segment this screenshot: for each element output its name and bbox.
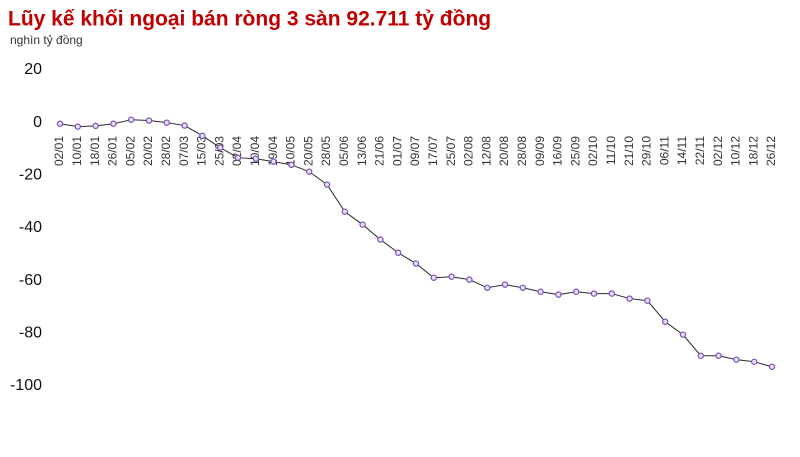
point [110,120,117,127]
point [430,274,437,281]
point [733,356,740,363]
y-tick-label: -100 [10,377,42,394]
point [466,276,473,283]
point [662,318,669,325]
x-tick-label: 10/12 [729,136,743,166]
point [697,352,705,359]
point [679,331,687,338]
x-tick-label: 18/01 [88,136,102,166]
x-tick-label: 26/01 [106,136,120,166]
point [644,297,651,304]
chart-subtitle: nghìn tỷ đồng [10,33,83,47]
point [608,290,616,297]
point [306,168,313,175]
x-tick-label: 19/04 [266,136,280,166]
point [501,281,509,288]
point [484,284,491,291]
x-tick-label: 09/09 [533,136,547,166]
x-tick-label: 10/01 [70,136,84,166]
x-tick-label: 17/07 [426,136,440,166]
x-tick-label: 25/03 [212,136,226,166]
x-tick-label: 22/11 [693,136,707,165]
point [395,249,402,256]
point [181,122,188,129]
x-tick-label: 02/12 [711,136,725,166]
x-tick-label: 26/12 [764,136,778,166]
x-tick-label: 02/10 [586,136,600,166]
point [216,144,224,151]
chart-title: Lũy kế khối ngoại bán ròng 3 sàn 92.711 … [8,8,491,31]
x-tick-label: 20/02 [141,136,155,166]
x-tick-label: 21/10 [622,136,636,166]
point [199,132,206,140]
point [519,284,527,291]
x-tick-label: 25/07 [444,136,458,166]
point [555,291,562,298]
x-tick-label: 16/09 [551,136,565,166]
x-tick-label: 28/02 [159,136,173,166]
point [323,181,331,188]
x-tick-label: 20/05 [301,136,315,166]
point [768,363,776,370]
point [74,123,82,130]
x-tick-label: 02/08 [462,136,476,166]
x-tick-label: 13/06 [355,136,369,166]
x-tick-label: 07/03 [177,136,191,166]
y-tick-label: -20 [19,167,42,184]
point [252,155,259,162]
point [288,161,295,168]
x-tick-label: 21/06 [373,136,387,166]
x-tick-label: 11/10 [604,136,618,165]
x-tick-label: 05/02 [123,136,137,166]
x-tick-label: 28/08 [515,136,529,166]
y-tick-label: -40 [19,219,42,236]
point [537,288,544,295]
y-tick-label: 20 [24,61,42,78]
y-tick-label: -80 [19,325,42,342]
x-tick-label: 28/05 [319,136,333,166]
point [234,154,242,161]
x-tick-label: 05/06 [337,136,351,166]
x-tick-label: 29/10 [640,136,654,166]
point [448,273,455,280]
point [92,122,99,130]
x-tick-label: 12/08 [479,136,493,166]
x-tick-label: 09/07 [408,136,422,166]
point [377,236,384,243]
x-tick-label: 10/05 [284,136,298,166]
point [715,352,722,359]
point [573,288,580,295]
point [751,358,758,365]
x-tick-label: 06/11 [657,136,671,165]
x-tick-label: 14/11 [675,136,689,165]
y-tick-label: -60 [19,272,42,289]
point [626,295,633,302]
x-tick-label: 02/01 [52,136,66,166]
x-tick-label: 18/12 [746,136,760,166]
y-tick-label: 0 [33,114,42,131]
point [56,120,64,127]
x-tick-label: 15/03 [195,136,209,166]
point [145,117,153,124]
point [359,221,366,228]
x-tick-label: 20/08 [497,136,511,166]
point [412,260,420,267]
x-tick-label: 02/04 [230,136,244,166]
point [590,290,598,297]
point [270,158,277,165]
point [341,208,348,215]
point [127,116,135,123]
x-tick-label: 25/09 [568,136,582,166]
point [163,119,170,126]
x-tick-label: 01/07 [390,136,404,166]
